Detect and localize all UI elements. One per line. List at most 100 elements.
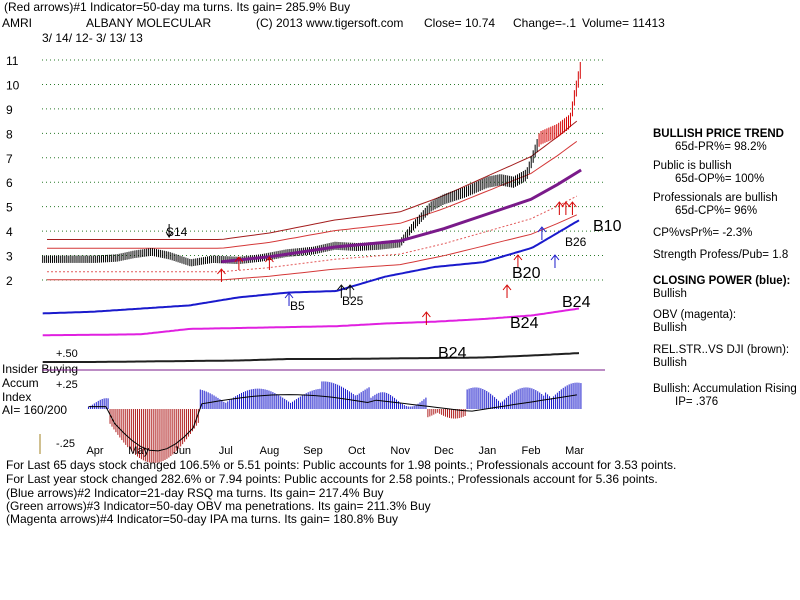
ticker: AMRI bbox=[2, 16, 32, 30]
ip-value: IP= .376 bbox=[675, 396, 719, 408]
signal-arrow-head bbox=[513, 254, 523, 261]
annotation-label: B20 bbox=[512, 265, 541, 282]
date-range: 3/ 14/ 12- 3/ 13/ 13 bbox=[42, 31, 143, 45]
obv-line bbox=[42, 307, 580, 337]
cpvspr-value: CP%vsPr%= -2.3% bbox=[653, 227, 753, 239]
signal-arrow-head bbox=[284, 292, 294, 299]
price-tick-label: 10 bbox=[6, 78, 20, 92]
price-tick-label: 6 bbox=[6, 176, 13, 190]
obv-state: Bullish bbox=[653, 322, 687, 334]
obv-title: OBV (magenta): bbox=[653, 309, 737, 321]
footer-blue-arrows: (Blue arrows)#2 Indicator=21-day RSQ ma … bbox=[6, 486, 384, 500]
month-label: Apr bbox=[86, 445, 103, 457]
price-tick-label: 3 bbox=[6, 250, 13, 264]
footer-magenta-arrows: (Magenta arrows)#4 Indicator=50-day IPA … bbox=[6, 512, 398, 526]
ma-50-line bbox=[221, 168, 582, 264]
price-tick-label: 4 bbox=[6, 225, 13, 239]
signal-arrow-head bbox=[336, 284, 346, 291]
signal-arrow-head bbox=[421, 311, 431, 318]
month-axis: Apr May Jun Jul Aug Sep Oct Nov Dec Jan Feb Mar bbox=[86, 445, 584, 457]
annotation-label: B24 bbox=[510, 315, 539, 332]
chart-annotations: S14 B5 B25 B20 B26 B10 B24 B24 B24 bbox=[166, 218, 622, 362]
rs-state: Bullish bbox=[653, 357, 687, 369]
signal-arrows bbox=[165, 201, 577, 325]
annotation-label: B24 bbox=[438, 345, 467, 362]
trend-title: BULLISH PRICE TREND bbox=[653, 128, 784, 140]
op-value: 65d-OP%= 100% bbox=[675, 173, 765, 185]
cp-title: CLOSING POWER (blue): bbox=[653, 275, 791, 287]
accum-label: Accum bbox=[2, 376, 39, 390]
month-label: Jul bbox=[219, 445, 233, 457]
signal-arrow-head bbox=[537, 226, 547, 233]
change-value: Change=-.1 bbox=[513, 16, 577, 30]
lower-inner-band bbox=[47, 195, 578, 273]
signal-arrow-head bbox=[265, 256, 274, 263]
company-name: ALBANY MOLECULAR bbox=[86, 16, 212, 30]
footer-green-arrows: (Green arrows)#3 Indicator=50-day OBV ma… bbox=[6, 499, 431, 513]
accum-tick-label: +.25 bbox=[56, 379, 78, 391]
signal-arrow-head bbox=[554, 201, 564, 208]
copyright: (C) 2013 www.tigersoft.com bbox=[256, 16, 404, 30]
accum-tick-label: -.25 bbox=[56, 438, 75, 450]
month-label: Aug bbox=[260, 445, 280, 457]
price-tick-label: 7 bbox=[6, 152, 13, 166]
annotation-label: B24 bbox=[562, 294, 591, 311]
month-label: May bbox=[128, 445, 149, 457]
price-tick-label: 11 bbox=[6, 54, 19, 68]
price-tick-label: 9 bbox=[6, 103, 13, 117]
price-tick-label: 8 bbox=[6, 127, 13, 141]
accum-axis-ticks: +.50 +.25 -.25 bbox=[39, 348, 78, 454]
annotation-label: B10 bbox=[593, 218, 622, 235]
accum-tick-label: +.50 bbox=[56, 348, 78, 360]
accum-title: Bullish: Accumulation Rising bbox=[653, 383, 797, 395]
month-label: Oct bbox=[348, 445, 365, 457]
price-axis-ticks: 2 3 4 5 6 7 8 9 10 11 bbox=[6, 54, 20, 288]
ai-label: AI= 160/200 bbox=[2, 403, 68, 417]
public-title: Public is bullish bbox=[653, 160, 732, 172]
footer-line-65-days: For Last 65 days stock changed 106.5% or… bbox=[6, 458, 677, 472]
annotation-label: B5 bbox=[290, 299, 305, 313]
price-series bbox=[42, 61, 581, 267]
closing-power-line bbox=[42, 219, 580, 315]
month-label: Nov bbox=[390, 445, 410, 457]
index-label: Index bbox=[2, 390, 32, 404]
month-label: Jun bbox=[173, 445, 191, 457]
volume-value: Volume= 11413 bbox=[582, 16, 665, 30]
upper-inner-band bbox=[47, 140, 578, 249]
month-label: Jan bbox=[479, 445, 497, 457]
indicator-lines bbox=[42, 219, 580, 363]
signal-arrow-head bbox=[345, 284, 355, 291]
sidebar-summary: BULLISH PRICE TREND 65d-PR%= 98.2% Publi… bbox=[653, 128, 797, 409]
price-tick-label: 2 bbox=[6, 274, 13, 288]
upper-band bbox=[47, 120, 578, 240]
insider-buying-label: Insider Buying bbox=[2, 362, 79, 376]
signal-arrow-head bbox=[234, 256, 244, 263]
prof-title: Professionals are bullish bbox=[653, 192, 778, 204]
lower-band bbox=[47, 214, 578, 281]
signal-arrow-head bbox=[217, 268, 226, 275]
month-label: Dec bbox=[434, 445, 454, 457]
accum-ma-line bbox=[88, 394, 577, 452]
footer-line-year: For Last year stock changed 282.6% or 7.… bbox=[6, 472, 658, 486]
annotation-label: B26 bbox=[565, 235, 587, 249]
pr-value: 65d-PR%= 98.2% bbox=[675, 141, 767, 153]
close-value: Close= 10.74 bbox=[424, 16, 496, 30]
price-bands bbox=[47, 120, 578, 281]
signal-arrow-head bbox=[550, 254, 560, 261]
annotation-label: B25 bbox=[342, 294, 364, 308]
moving-average bbox=[221, 168, 582, 264]
month-label: Mar bbox=[565, 445, 584, 457]
accumulation-index bbox=[42, 369, 605, 463]
annotation-label: S14 bbox=[166, 225, 188, 239]
indicator-1-line: (Red arrows)#1 Indicator=50-day ma turns… bbox=[4, 0, 351, 14]
cp-value: 65d-CP%= 96% bbox=[675, 205, 758, 217]
month-label: Feb bbox=[522, 445, 541, 457]
month-label: Sep bbox=[303, 445, 323, 457]
rs-title: REL.STR..VS DJI (brown): bbox=[653, 344, 790, 356]
signal-arrow-head bbox=[502, 284, 512, 291]
signal-arrow-head bbox=[561, 201, 571, 208]
rel-str-line bbox=[42, 352, 580, 363]
signal-arrow-head bbox=[568, 201, 577, 208]
strength-value: Strength Profess/Pub= 1.8 bbox=[653, 249, 789, 261]
